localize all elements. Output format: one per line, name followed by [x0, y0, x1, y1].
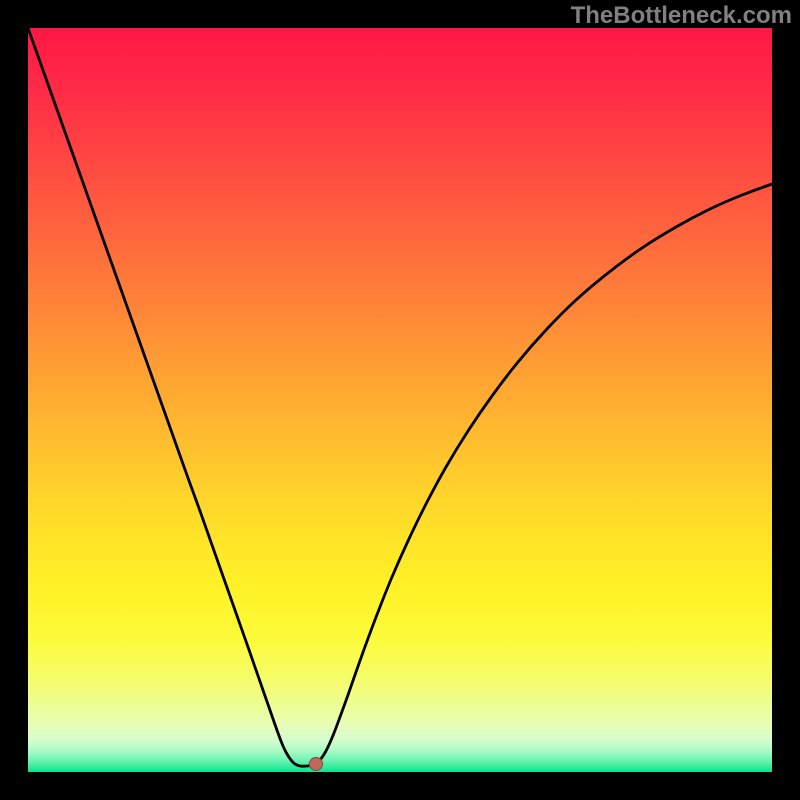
chart-gradient-background	[28, 28, 772, 772]
chart-plot-area	[28, 28, 772, 772]
optimal-point-marker	[309, 757, 323, 771]
watermark-text: TheBottleneck.com	[571, 2, 792, 30]
bottleneck-chart: TheBottleneck.com	[0, 0, 800, 800]
